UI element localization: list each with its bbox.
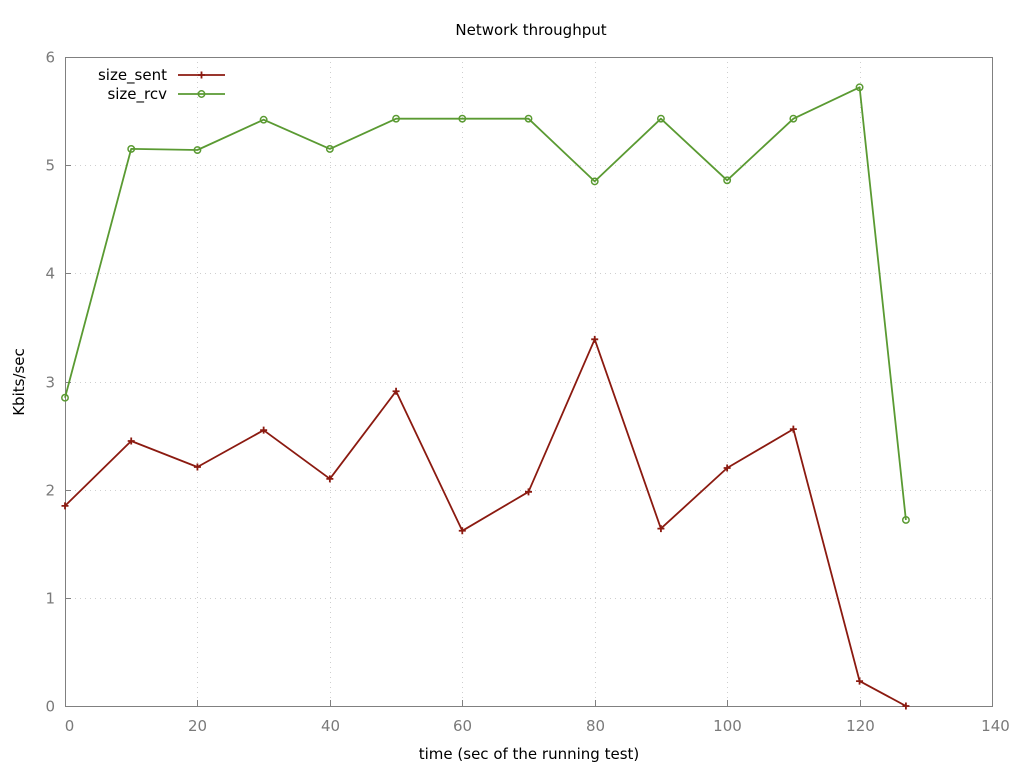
data-point-size_sent xyxy=(326,475,334,483)
data-point-size_sent xyxy=(458,527,466,535)
axis-ticks: 0 20 40 60 80 100 120 140 0 1 2 3 4 5 6 xyxy=(45,49,1009,736)
legend-marker-size_rcv xyxy=(197,90,206,98)
data-point-size_rcv xyxy=(193,146,202,154)
data-point-size_rcv xyxy=(61,393,69,402)
legend-label-size_rcv: size_rcv xyxy=(107,85,167,104)
y-axis-label: Kbits/sec xyxy=(10,348,28,416)
grid-lines xyxy=(65,57,992,706)
data-point-size_sent xyxy=(260,426,268,434)
x-tick-label: 20 xyxy=(188,717,207,735)
series-size_sent xyxy=(61,335,910,710)
data-point-size_rcv xyxy=(458,114,467,123)
data-point-size_sent xyxy=(127,437,135,445)
y-tick-label: 4 xyxy=(45,265,55,283)
x-tick-label: 40 xyxy=(321,717,340,735)
y-tick-label: 3 xyxy=(45,374,55,392)
y-tick-label: 1 xyxy=(45,590,55,608)
data-point-size_sent xyxy=(591,335,599,343)
data-point-size_rcv xyxy=(901,516,910,524)
data-point-size_rcv xyxy=(259,115,268,124)
data-point-size_sent xyxy=(657,525,665,533)
data-point-size_sent xyxy=(856,677,864,685)
data-point-size_rcv xyxy=(524,114,533,123)
x-tick-label: 100 xyxy=(713,717,742,735)
data-point-size_sent xyxy=(61,502,69,510)
series-size_rcv xyxy=(61,83,910,524)
data-point-size_rcv xyxy=(590,177,599,186)
x-tick-label: 60 xyxy=(453,717,472,735)
x-axis-label: time (sec of the running test) xyxy=(419,745,640,763)
y-tick-label: 6 xyxy=(45,49,55,67)
data-point-size_sent xyxy=(525,488,532,496)
data-point-size_sent xyxy=(902,702,910,710)
legend-label-size_sent: size_sent xyxy=(98,66,167,85)
y-tick-label: 0 xyxy=(45,698,55,716)
y-tick-label: 5 xyxy=(45,157,55,175)
plot-frame xyxy=(65,57,993,707)
x-tick-label: 120 xyxy=(846,717,875,735)
data-point-size_sent xyxy=(193,463,201,471)
data-point-size_rcv xyxy=(656,114,665,123)
data-point-size_rcv xyxy=(392,114,401,123)
x-tick-label: 0 xyxy=(65,717,75,735)
data-point-size_rcv xyxy=(127,144,136,153)
series-line-size_sent xyxy=(64,338,907,707)
data-point-size_rcv xyxy=(723,176,732,185)
data-point-size_rcv xyxy=(325,144,334,153)
series-lines xyxy=(61,83,910,710)
chart-title: Network throughput xyxy=(455,21,606,39)
data-point-size_sent xyxy=(789,425,797,433)
series-line-size_rcv xyxy=(64,86,907,521)
legend-marker-size_sent xyxy=(198,71,205,79)
y-tick-label: 2 xyxy=(45,482,55,500)
data-point-size_sent xyxy=(392,387,400,395)
data-point-size_sent xyxy=(723,464,731,472)
x-tick-label: 80 xyxy=(586,717,605,735)
x-tick-label: 140 xyxy=(981,717,1010,735)
data-point-size_rcv xyxy=(855,83,864,92)
data-point-size_rcv xyxy=(789,114,798,123)
